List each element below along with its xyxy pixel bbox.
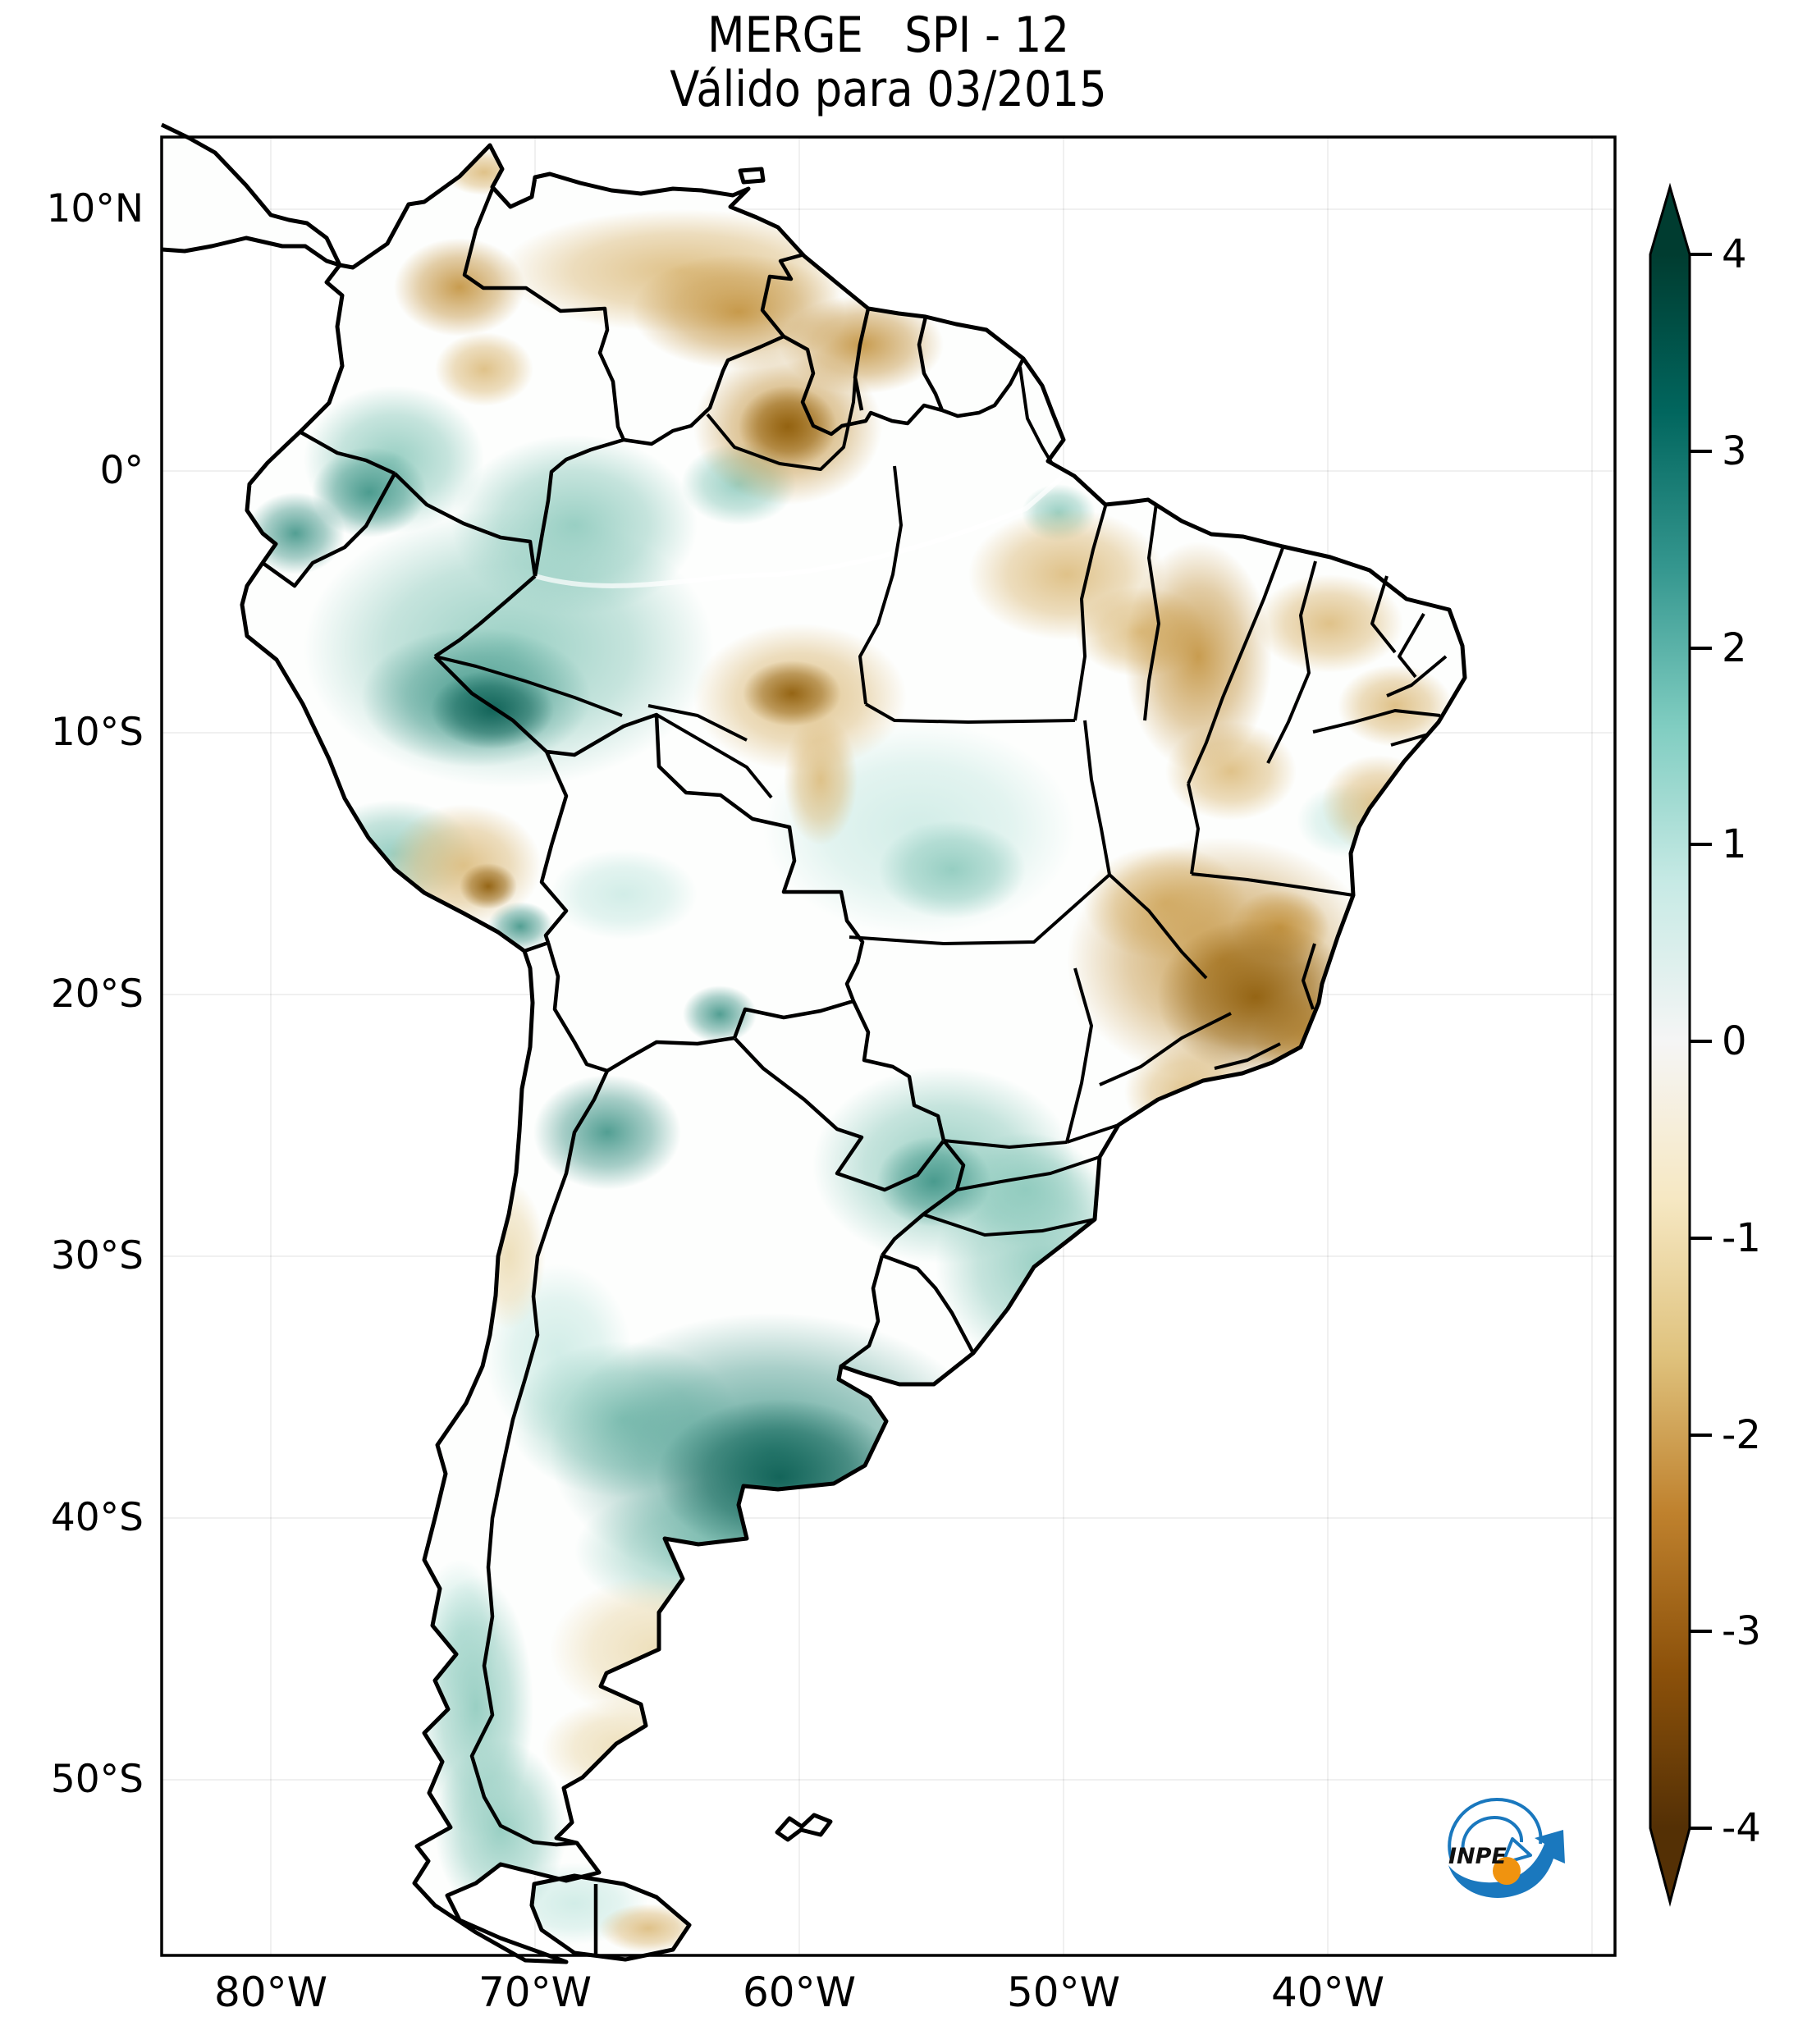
colorbar-tick-marks <box>1690 253 1712 1830</box>
lat-tick-label: 10°S <box>50 710 144 755</box>
inpe-logo-text: INPE <box>1448 1844 1507 1869</box>
title-block: MERGE SPI - 12 Válido para 03/2015 <box>162 8 1615 117</box>
figure-title: MERGE SPI - 12 <box>707 7 1069 64</box>
country-borders <box>261 186 1025 1955</box>
tierra-del-fuego-outline <box>529 1873 692 1962</box>
coastline <box>160 122 1467 1964</box>
spi-raster-blobs <box>162 137 1465 1955</box>
colorbar-tick-label: 1 <box>1722 821 1747 867</box>
lon-tick-label: 70°W <box>478 1969 592 2016</box>
colorbar-tick-label: 4 <box>1722 231 1747 277</box>
lat-tick-label: 10°N <box>46 186 144 231</box>
state-borders <box>434 366 1448 1237</box>
lat-tick-label: 30°S <box>50 1233 144 1278</box>
colorbar-gradient <box>1649 182 1691 1907</box>
colorbar-tick-label: 2 <box>1722 625 1747 671</box>
inpe-logo-swoosh-arrow <box>1448 1830 1565 1898</box>
inpe-logo: INPE <box>1448 1797 1565 1898</box>
colorbar-tick-label: -1 <box>1722 1215 1761 1261</box>
colorbar-tick-label: 0 <box>1722 1018 1747 1064</box>
lat-tick-label: 50°S <box>50 1757 144 1802</box>
central-america-outline <box>160 122 342 268</box>
colorbar-tick-label: -3 <box>1722 1608 1761 1654</box>
lon-tick-label: 80°W <box>213 1969 328 2016</box>
falkland-islands-outline <box>775 1813 833 1842</box>
lat-tick-label: 0° <box>99 448 144 493</box>
inpe-logo-inner-orbit <box>1461 1815 1524 1854</box>
colorbar-tick-label: -4 <box>1722 1805 1761 1851</box>
map-frame <box>160 135 1617 1957</box>
inpe-logo-outer-orbit <box>1448 1797 1543 1861</box>
colorbar-tick-label: -2 <box>1722 1412 1761 1458</box>
lon-tick-label: 40°W <box>1270 1969 1385 2016</box>
amazon-river-trace <box>534 473 1065 588</box>
lat-tick-label: 40°S <box>50 1495 144 1540</box>
trinidad-outline <box>738 167 766 185</box>
lat-tick-label: 20°S <box>50 972 144 1017</box>
figure-subtitle: Válido para 03/2015 <box>670 61 1107 118</box>
inpe-logo-orange-ball <box>1493 1857 1521 1885</box>
lon-tick-label: 50°W <box>1006 1969 1121 2016</box>
colorbar <box>1649 182 1712 1907</box>
colorbar-tick-label: 3 <box>1722 428 1747 474</box>
lon-tick-label: 60°W <box>742 1969 857 2016</box>
